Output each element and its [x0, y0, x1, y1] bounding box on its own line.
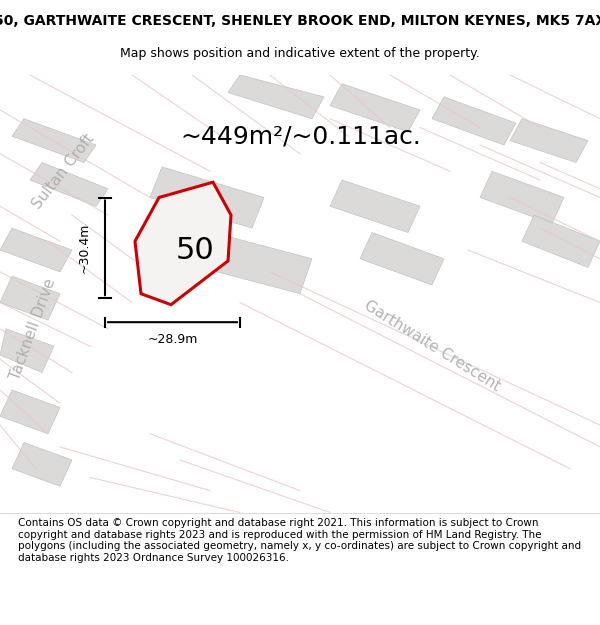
- Polygon shape: [480, 171, 564, 224]
- Polygon shape: [228, 75, 324, 119]
- Polygon shape: [0, 228, 72, 272]
- Polygon shape: [522, 215, 600, 268]
- Polygon shape: [0, 276, 60, 320]
- Polygon shape: [330, 180, 420, 232]
- Polygon shape: [0, 329, 54, 372]
- Polygon shape: [150, 167, 264, 228]
- Text: Contains OS data © Crown copyright and database right 2021. This information is : Contains OS data © Crown copyright and d…: [18, 518, 581, 563]
- Polygon shape: [135, 182, 231, 305]
- Text: ~28.9m: ~28.9m: [148, 333, 197, 346]
- Text: Sultan Croft: Sultan Croft: [29, 131, 97, 212]
- Text: ~30.4m: ~30.4m: [77, 222, 91, 273]
- Polygon shape: [12, 119, 96, 162]
- Polygon shape: [432, 97, 516, 145]
- Polygon shape: [30, 162, 108, 206]
- Text: Tacknell Drive: Tacknell Drive: [8, 276, 58, 382]
- Text: 50: 50: [175, 236, 214, 266]
- Polygon shape: [0, 390, 60, 434]
- Text: ~449m²/~0.111ac.: ~449m²/~0.111ac.: [180, 124, 421, 148]
- Polygon shape: [510, 119, 588, 162]
- Text: Garthwaite Crescent: Garthwaite Crescent: [361, 298, 503, 394]
- Polygon shape: [12, 442, 72, 486]
- Text: Map shows position and indicative extent of the property.: Map shows position and indicative extent…: [120, 48, 480, 61]
- Text: 50, GARTHWAITE CRESCENT, SHENLEY BROOK END, MILTON KEYNES, MK5 7AX: 50, GARTHWAITE CRESCENT, SHENLEY BROOK E…: [0, 14, 600, 28]
- Polygon shape: [360, 232, 444, 285]
- Polygon shape: [168, 224, 312, 294]
- Polygon shape: [330, 84, 420, 132]
